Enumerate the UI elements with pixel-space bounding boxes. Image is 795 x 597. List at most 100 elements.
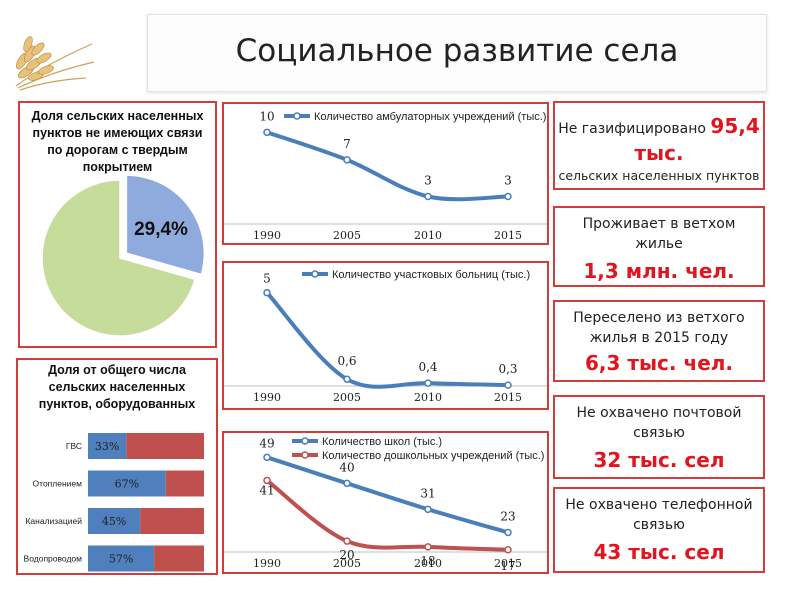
line-chart-schools-panel: 1990 2005 2010 2015 Количество школ (тыс.) Ко… — [222, 431, 549, 574]
line-chart-ambulatory-panel: 1990 2005 2010 2015 Количество амбулаторных … — [222, 102, 549, 245]
data-point — [343, 375, 351, 383]
data-label: 31 — [420, 486, 435, 500]
stat-gas-sub: сельских населенных пунктов — [558, 168, 760, 183]
x-tick-label: 2015 — [494, 229, 522, 242]
stat-resettled-value: 6,3 тыс. чел. — [584, 351, 734, 375]
bar-value-label: 67% — [115, 478, 139, 491]
pie-slice-1 — [41, 179, 196, 337]
line-chart-hospitals-panel: 1990 2005 2010 2015 Количество участковых бо… — [222, 261, 549, 410]
data-label: 49 — [259, 436, 274, 450]
data-point — [504, 381, 512, 389]
pie-slice-label: 29,4% — [134, 219, 188, 240]
x-tick-label: 1990 — [253, 391, 281, 404]
bar-chart-title: Доля от общего числа сельских населенных… — [38, 363, 196, 411]
data-point — [263, 476, 271, 485]
data-label: 3 — [424, 174, 432, 188]
series-line-0 — [265, 291, 509, 389]
bar-chart-svg: ГВС 33% Отоплением 67% Канализацией 45% Водопр… — [24, 433, 204, 572]
stat-phone-value: 43 тыс. сел — [593, 540, 725, 564]
line-chart-ambulatory: 1990 2005 2010 2015 Количество амбулаторных … — [224, 109, 547, 242]
legend-label: Количество дошкольных учреждений (тыс.) — [322, 450, 544, 462]
x-tick-label: 2010 — [414, 557, 442, 570]
series-line-0 — [266, 455, 509, 535]
bar-share-0 — [88, 433, 127, 459]
line-chart-hospitals: 1990 2005 2010 2015 Количество участковых бо… — [224, 269, 547, 404]
data-point — [424, 505, 432, 514]
stat-post-value: 32 тыс. сел — [593, 448, 725, 472]
bar-category-label: Отоплением — [33, 479, 83, 489]
title-bar: Социальное развитие села — [147, 14, 767, 92]
bar-value-label: 45% — [102, 515, 126, 528]
x-tick-label: 2005 — [333, 557, 361, 570]
data-point — [263, 453, 271, 462]
x-tick-label: 2015 — [494, 391, 522, 404]
stat-phone-label: Не охвачено телефонной связью — [565, 497, 753, 533]
data-label: 40 — [339, 460, 354, 474]
x-tick-label: 2010 — [414, 229, 442, 242]
pie-chart-title: Доля сельских населенных пунктов не имею… — [31, 109, 204, 174]
stat-box-post: Не охвачено почтовой связью 32 тыс. сел — [553, 395, 765, 479]
data-label: 0,3 — [498, 362, 517, 376]
stat-box-resettled: Переселено из ветхого жилья в 2015 году … — [553, 300, 765, 382]
series-line-0 — [266, 130, 509, 202]
legend-marker — [301, 451, 309, 459]
stat-box-phone: Не охвачено телефонной связью 43 тыс. се… — [553, 487, 765, 573]
bar-rest-0 — [126, 433, 204, 459]
data-point — [263, 128, 271, 137]
bar-value-label: 33% — [95, 440, 119, 453]
x-tick-label: 2005 — [333, 391, 361, 404]
legend-marker — [311, 270, 319, 278]
legend-label: Количество школ (тыс.) — [322, 436, 442, 448]
legend-marker — [293, 112, 301, 120]
data-label: 3 — [504, 174, 512, 188]
x-tick-label: 2005 — [333, 229, 361, 242]
stat-gas-value: 95,4 — [710, 114, 760, 138]
data-point — [424, 379, 432, 387]
bar-rest-2 — [140, 508, 204, 534]
pie-chart-panel: Доля сельских населенных пунктов не имею… — [18, 101, 217, 348]
stat-dilapidated-value: 1,3 млн. чел. — [583, 259, 735, 283]
data-point — [504, 528, 512, 537]
data-label: 0,6 — [337, 354, 356, 368]
x-tick-label: 2010 — [414, 391, 442, 404]
stat-gas-unit: тыс. — [634, 141, 684, 165]
pie-chart-svg: 29,4% — [41, 174, 206, 337]
page-title: Социальное развитие села — [235, 33, 679, 69]
data-point — [343, 479, 351, 488]
data-label: 10 — [259, 109, 274, 123]
stat-post-label: Не охвачено почтовой связью — [576, 405, 742, 441]
stat-box-dilapidated: Проживает в ветхом жилье 1,3 млн. чел. — [553, 206, 765, 287]
legend-label: Количество участковых больниц (тыс.) — [332, 269, 530, 281]
data-point — [343, 537, 351, 545]
x-tick-label: 1990 — [253, 229, 281, 242]
data-label: 7 — [343, 137, 351, 151]
data-point — [504, 546, 512, 554]
data-label: 41 — [259, 483, 274, 497]
x-tick-label: 1990 — [253, 557, 281, 570]
data-point — [424, 543, 432, 551]
data-point — [424, 192, 432, 201]
data-label: 5 — [263, 272, 271, 286]
line-chart-schools: 1990 2005 2010 2015 Количество школ (тыс.) Ко… — [224, 436, 547, 572]
bar-category-label: Водопроводом — [24, 554, 83, 564]
bar-chart-panel: Доля от общего числа сельских населенных… — [16, 358, 218, 575]
bar-share-1 — [88, 470, 166, 497]
data-point — [504, 192, 512, 201]
x-tick-label: 2015 — [494, 557, 522, 570]
data-point — [263, 288, 271, 297]
data-label: 0,4 — [418, 360, 437, 374]
stat-gas-label: Не газифицировано — [558, 121, 711, 137]
stat-resettled-label: Переселено из ветхого жилья в 2015 году — [573, 310, 745, 346]
series-line-1 — [265, 478, 509, 552]
bar-rest-1 — [165, 470, 204, 497]
bar-value-label: 57% — [109, 553, 133, 566]
stat-box-gas: Не газифицировано 95,4 тыс. сельских нас… — [553, 101, 765, 190]
data-label: 23 — [500, 509, 515, 523]
bar-rest-3 — [154, 545, 204, 572]
wheat-logo-icon — [6, 14, 96, 94]
data-label: 17 — [500, 559, 515, 572]
bar-category-label: Канализацией — [25, 516, 82, 526]
pie-slice-0 — [125, 174, 206, 276]
bar-category-label: ГВС — [66, 441, 82, 451]
bar-share-3 — [88, 545, 155, 572]
